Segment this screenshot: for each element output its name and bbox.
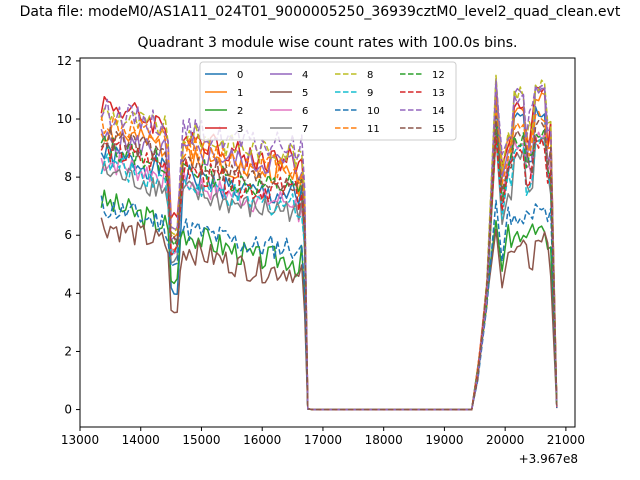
legend-label-15: 15: [432, 124, 445, 135]
legend-label-2: 2: [237, 106, 243, 117]
x-tick-label: 15000: [182, 433, 220, 447]
y-tick-label: 0: [64, 403, 72, 417]
plot-area: [100, 74, 558, 411]
series-line-10: [100, 195, 558, 411]
legend-label-1: 1: [237, 88, 243, 99]
x-axis-offset-label: +3.967e8: [518, 452, 578, 466]
legend-label-11: 11: [367, 124, 380, 135]
x-tick-label: 17000: [304, 433, 342, 447]
legend-label-13: 13: [432, 88, 445, 99]
legend-label-4: 4: [302, 70, 308, 81]
y-tick-label: 2: [64, 344, 72, 358]
chart-title: Quadrant 3 module wise count rates with …: [137, 35, 518, 51]
y-tick-label: 12: [57, 54, 72, 68]
x-tick-label: 13000: [61, 433, 99, 447]
x-tick-label: 16000: [243, 433, 281, 447]
series-line-9: [100, 129, 558, 411]
legend-label-12: 12: [432, 70, 445, 81]
legend-label-14: 14: [432, 106, 445, 117]
x-tick-label: 19000: [425, 433, 463, 447]
legend-label-10: 10: [367, 106, 380, 117]
legend-label-0: 0: [237, 70, 243, 81]
legend-label-8: 8: [367, 70, 373, 81]
y-tick-label: 4: [64, 286, 72, 300]
series-line-8: [100, 74, 558, 411]
legend-label-3: 3: [237, 124, 243, 135]
y-tick-label: 10: [57, 112, 72, 126]
y-tick-label: 6: [64, 228, 72, 242]
y-tick-label: 8: [64, 170, 72, 184]
axes-frame: [79, 57, 576, 428]
x-tick-label: 18000: [365, 433, 403, 447]
legend-box: [199, 61, 457, 141]
legend-label-9: 9: [367, 88, 373, 99]
legend-label-7: 7: [302, 124, 308, 135]
x-tick-label: 20000: [486, 433, 524, 447]
x-tick-label: 14000: [122, 433, 160, 447]
legend-label-5: 5: [302, 88, 308, 99]
x-tick-label: 21000: [547, 433, 585, 447]
legend-label-6: 6: [302, 106, 308, 117]
figure-suptitle: Data file: modeM0/AS1A11_024T01_90000052…: [19, 4, 621, 20]
